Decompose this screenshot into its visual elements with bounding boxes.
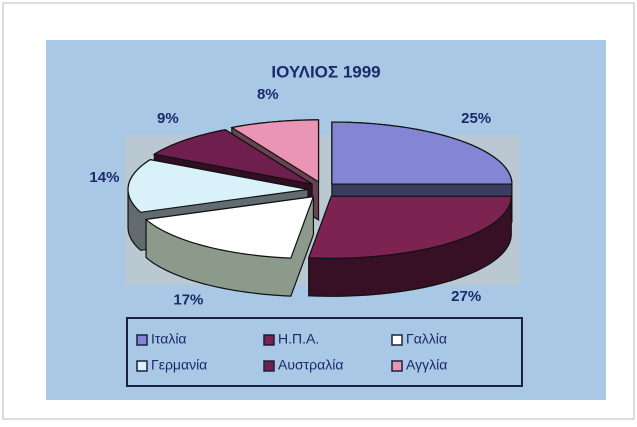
chart-title: ΙΟΥΛΙΟΣ 1999 bbox=[271, 62, 380, 81]
legend-label: Γερμανία bbox=[151, 357, 207, 373]
data-label: 25% bbox=[461, 110, 491, 127]
legend-label: Αυστραλία bbox=[278, 357, 343, 373]
legend-label: Γαλλία bbox=[406, 331, 447, 347]
legend-label: Ιταλία bbox=[151, 331, 187, 347]
data-label: 9% bbox=[157, 110, 179, 127]
legend-swatch bbox=[136, 334, 148, 346]
data-label: 8% bbox=[257, 86, 279, 103]
legend-swatch bbox=[136, 360, 148, 372]
pie-slice bbox=[144, 195, 315, 259]
data-label: 27% bbox=[451, 288, 481, 305]
legend bbox=[126, 317, 523, 387]
legend-label: Η.Π.Α. bbox=[278, 331, 319, 347]
data-label: 17% bbox=[173, 292, 203, 309]
legend-swatch bbox=[391, 360, 403, 372]
legend-swatch bbox=[263, 334, 275, 346]
pie-slice bbox=[230, 119, 320, 183]
pie-slice bbox=[127, 158, 309, 213]
pie-slice bbox=[152, 129, 313, 185]
legend-label: Αγγλία bbox=[406, 357, 447, 373]
data-label: 14% bbox=[89, 169, 119, 186]
legend-swatch bbox=[263, 360, 275, 372]
legend-swatch bbox=[391, 334, 403, 346]
pie-slice bbox=[307, 195, 512, 259]
pie-slice bbox=[331, 121, 513, 185]
